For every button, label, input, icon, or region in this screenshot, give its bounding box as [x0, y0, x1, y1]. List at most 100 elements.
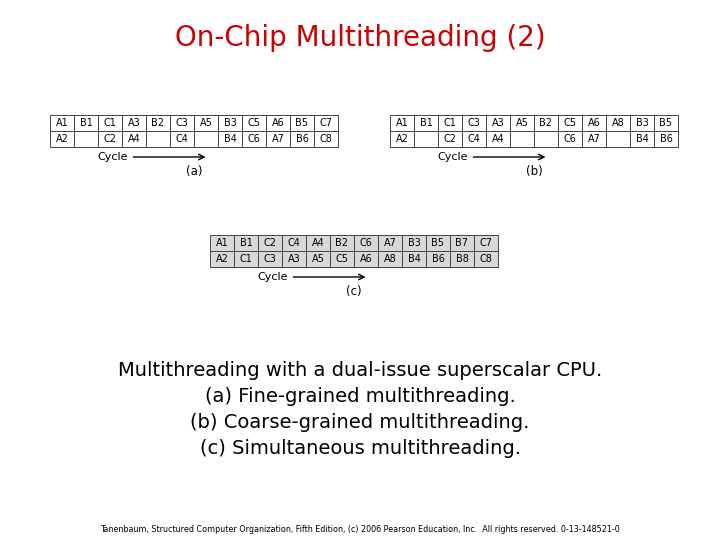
- Text: A6: A6: [271, 118, 284, 128]
- Text: B1: B1: [420, 118, 433, 128]
- Bar: [122, 131, 146, 147]
- Bar: [330, 235, 354, 251]
- Bar: [354, 235, 378, 251]
- Text: Multithreading with a dual-issue superscalar CPU.: Multithreading with a dual-issue supersc…: [118, 361, 602, 380]
- Bar: [210, 235, 234, 251]
- Text: A4: A4: [127, 134, 140, 144]
- Text: C5: C5: [564, 118, 577, 128]
- Bar: [630, 115, 654, 131]
- Text: B8: B8: [456, 254, 469, 264]
- Bar: [242, 131, 266, 147]
- Text: A4: A4: [492, 134, 505, 144]
- Bar: [354, 251, 378, 267]
- Bar: [630, 131, 654, 147]
- Text: A2: A2: [395, 134, 408, 144]
- Text: C2: C2: [104, 134, 117, 144]
- Text: B2: B2: [336, 238, 348, 248]
- Text: A7: A7: [384, 238, 397, 248]
- Text: (c): (c): [346, 285, 362, 298]
- Text: Cycle: Cycle: [97, 152, 127, 162]
- Bar: [314, 131, 338, 147]
- Text: A8: A8: [611, 118, 624, 128]
- Text: B4: B4: [224, 134, 236, 144]
- Bar: [218, 131, 242, 147]
- Bar: [402, 251, 426, 267]
- Text: C4: C4: [287, 238, 300, 248]
- Bar: [606, 115, 630, 131]
- Bar: [146, 115, 170, 131]
- Bar: [414, 131, 438, 147]
- Bar: [210, 251, 234, 267]
- Bar: [486, 131, 510, 147]
- Bar: [74, 131, 98, 147]
- Bar: [282, 235, 306, 251]
- Bar: [450, 251, 474, 267]
- Text: A5: A5: [516, 118, 528, 128]
- Text: C3: C3: [176, 118, 189, 128]
- Bar: [330, 251, 354, 267]
- Bar: [170, 131, 194, 147]
- Text: A1: A1: [395, 118, 408, 128]
- Text: B6: B6: [660, 134, 672, 144]
- Bar: [402, 235, 426, 251]
- Text: C6: C6: [564, 134, 577, 144]
- Bar: [426, 235, 450, 251]
- Bar: [462, 115, 486, 131]
- Text: A3: A3: [127, 118, 140, 128]
- Text: B6: B6: [296, 134, 308, 144]
- Bar: [98, 131, 122, 147]
- Bar: [606, 131, 630, 147]
- Text: B5: B5: [295, 118, 308, 128]
- Text: B3: B3: [224, 118, 236, 128]
- Text: A5: A5: [312, 254, 325, 264]
- Text: (a): (a): [186, 165, 202, 178]
- Text: (b): (b): [526, 165, 542, 178]
- Bar: [390, 131, 414, 147]
- Bar: [438, 131, 462, 147]
- Text: B4: B4: [636, 134, 649, 144]
- Text: C7: C7: [320, 118, 333, 128]
- Bar: [534, 115, 558, 131]
- Bar: [146, 131, 170, 147]
- Bar: [486, 115, 510, 131]
- Bar: [534, 131, 558, 147]
- Text: B4: B4: [408, 254, 420, 264]
- Text: A6: A6: [359, 254, 372, 264]
- Text: B6: B6: [431, 254, 444, 264]
- Text: C7: C7: [480, 238, 492, 248]
- Bar: [98, 115, 122, 131]
- Text: C3: C3: [264, 254, 276, 264]
- Text: C4: C4: [176, 134, 189, 144]
- Text: C1: C1: [104, 118, 117, 128]
- Bar: [170, 115, 194, 131]
- Bar: [194, 115, 218, 131]
- Text: A3: A3: [492, 118, 505, 128]
- Text: A4: A4: [312, 238, 325, 248]
- Text: C6: C6: [248, 134, 261, 144]
- Text: A2: A2: [215, 254, 228, 264]
- Text: B2: B2: [539, 118, 552, 128]
- Text: C5: C5: [248, 118, 261, 128]
- Bar: [50, 115, 74, 131]
- Bar: [654, 115, 678, 131]
- Text: C1: C1: [240, 254, 253, 264]
- Bar: [438, 115, 462, 131]
- Text: C8: C8: [480, 254, 492, 264]
- Bar: [654, 131, 678, 147]
- Text: Cycle: Cycle: [437, 152, 468, 162]
- Bar: [290, 131, 314, 147]
- Text: A3: A3: [287, 254, 300, 264]
- Bar: [390, 115, 414, 131]
- Bar: [242, 115, 266, 131]
- Text: B5: B5: [660, 118, 672, 128]
- Text: A8: A8: [384, 254, 397, 264]
- Bar: [74, 115, 98, 131]
- Text: C5: C5: [336, 254, 348, 264]
- Bar: [474, 251, 498, 267]
- Text: A6: A6: [588, 118, 600, 128]
- Bar: [450, 235, 474, 251]
- Text: (b) Coarse-grained multithreading.: (b) Coarse-grained multithreading.: [190, 413, 530, 431]
- Text: Cycle: Cycle: [257, 272, 288, 282]
- Bar: [266, 131, 290, 147]
- Text: C2: C2: [444, 134, 456, 144]
